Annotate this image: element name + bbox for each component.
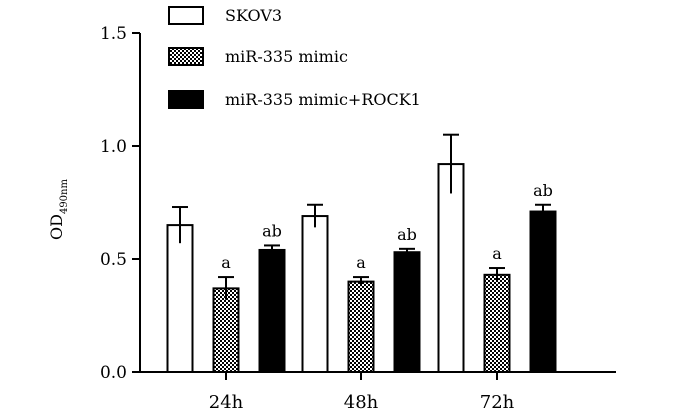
bar-black: [529, 210, 557, 373]
legend-label: miR-335 mimic+ROCK1: [225, 90, 421, 109]
y-axis-label-subscript: 490nm: [59, 179, 70, 215]
bar-black: [258, 248, 286, 374]
legend-label: SKOV3: [225, 6, 282, 25]
bar-checkered: [483, 273, 511, 374]
significance-label: a: [492, 244, 502, 263]
bar-white: [301, 215, 329, 373]
significance-label: ab: [533, 181, 553, 200]
bar-black: [393, 251, 421, 373]
y-axis-label: OD490nm: [47, 179, 70, 240]
y-tick-label: 0.0: [100, 363, 127, 383]
y-axis-label-main: OD: [47, 214, 66, 240]
y-tick-label: 0.5: [100, 250, 127, 270]
bar-checkered: [347, 280, 375, 374]
x-tick-label: 24h: [209, 392, 244, 413]
significance-label: a: [356, 253, 366, 272]
significance-label: ab: [262, 221, 282, 240]
y-tick-label: 1.5: [100, 24, 127, 44]
x-tick-label: 72h: [480, 392, 515, 413]
x-tick-label: 48h: [344, 392, 379, 413]
legend-swatch-checkered: [168, 47, 204, 66]
significance-label: ab: [397, 225, 417, 244]
y-tick-label: 1.0: [100, 137, 127, 157]
legend-label: miR-335 mimic: [225, 47, 348, 66]
bar-white: [437, 163, 465, 373]
significance-label: a: [221, 253, 231, 272]
bar-white: [166, 224, 194, 373]
bar-checkered: [212, 287, 240, 374]
legend-swatch-white: [168, 6, 204, 25]
legend-swatch-black: [168, 90, 204, 109]
